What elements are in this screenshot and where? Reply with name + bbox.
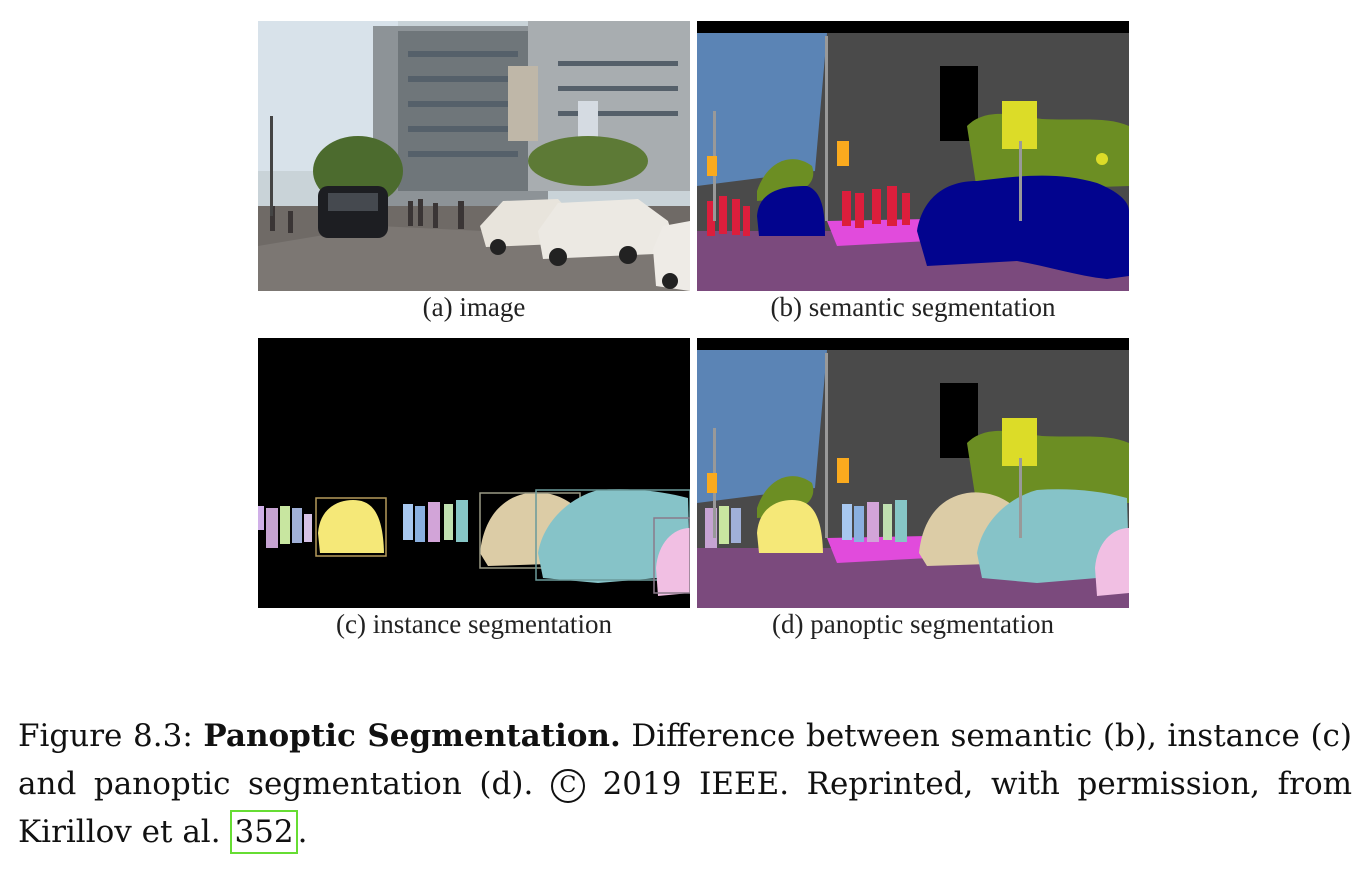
- subcaption-b: (b) semantic segmentation: [770, 292, 1056, 322]
- semantic-map: [697, 21, 1129, 291]
- panel-instance: [258, 338, 690, 608]
- subcaption-c: (c) instance segmentation: [336, 609, 612, 639]
- panel-semantic: [697, 21, 1129, 291]
- panoptic-map: [697, 338, 1129, 608]
- caption-end: .: [297, 814, 308, 850]
- panel-panoptic: [697, 338, 1129, 608]
- subcaption-a: (a) image: [422, 292, 526, 322]
- instance-map: [258, 338, 690, 608]
- caption-prefix: Figure 8.3:: [18, 718, 193, 754]
- copyright-icon: C: [550, 769, 585, 803]
- street-photo: [258, 21, 690, 291]
- caption-title: Panoptic Segmentation.: [203, 718, 621, 754]
- figure-caption: Figure 8.3: Panoptic Segmentation. Diffe…: [18, 712, 1352, 856]
- caption-text-2: 2019 IEEE. Reprinted, with permission, f…: [18, 766, 1353, 850]
- subcaption-d: (d) panoptic segmentation: [772, 609, 1054, 639]
- caption-text: Difference between semantic (b), instanc…: [18, 718, 1352, 802]
- figure: (a) image (b) semantic segmentation (c) …: [258, 21, 1129, 639]
- panel-image: [258, 21, 690, 291]
- citation-link[interactable]: 352: [230, 810, 298, 854]
